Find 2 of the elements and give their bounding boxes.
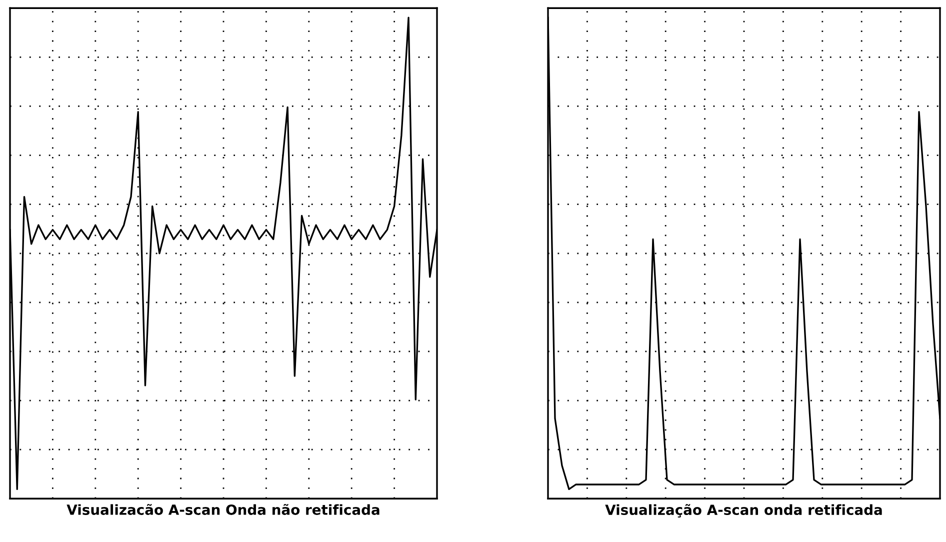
x-axis-title: Visualização A-scan onda retificada [605,504,882,518]
x-axis-title: Visualizacão A-scan Onda não retificada [66,504,380,515]
